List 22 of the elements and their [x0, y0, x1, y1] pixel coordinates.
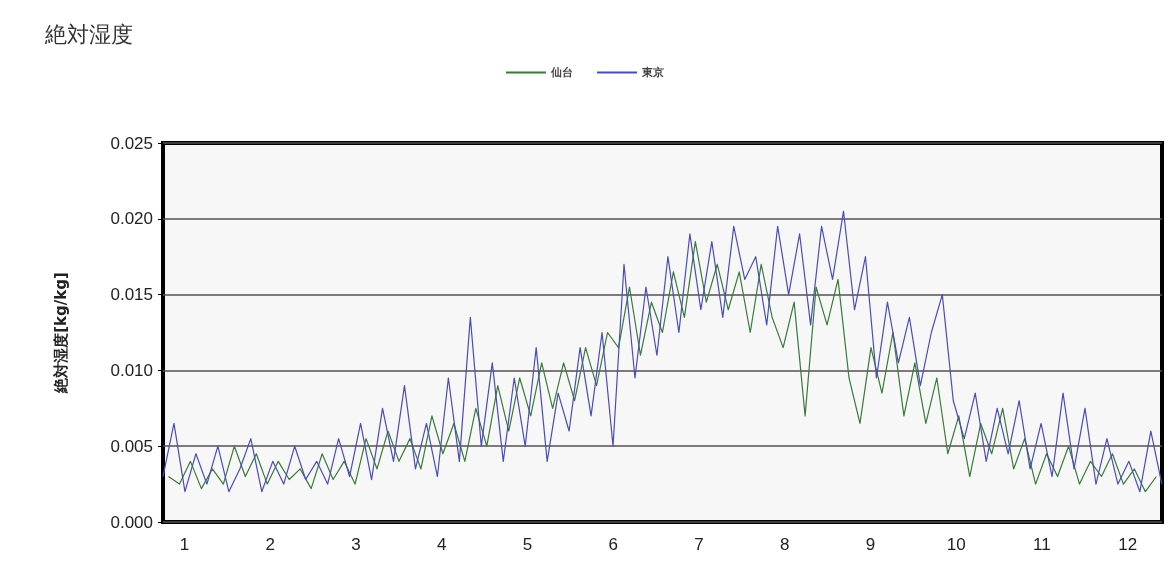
x-tick-label: 1 [179, 535, 190, 554]
x-tick-label: 6 [608, 535, 618, 554]
x-tick-label: 10 [946, 535, 966, 554]
x-tick-label: 2 [265, 535, 275, 554]
y-tick-label: 0.025 [110, 133, 153, 153]
x-tick-label: 11 [1033, 535, 1051, 554]
x-tick-label: 7 [694, 535, 704, 554]
x-tick-label: 3 [351, 535, 361, 554]
y-axis-title: 絶対湿度[kg/kg] [51, 272, 70, 394]
legend-label: 東京 [641, 66, 664, 79]
x-tick-label: 12 [1118, 535, 1138, 554]
x-tick-label: 9 [865, 535, 876, 554]
y-tick-label: 0.000 [110, 512, 153, 532]
y-tick-label: 0.015 [110, 285, 153, 305]
y-tick-label: 0.005 [110, 436, 153, 456]
x-tick-label: 4 [436, 535, 447, 554]
legend-label: 仙台 [550, 66, 573, 79]
x-tick-label: 8 [779, 535, 790, 554]
y-tick-label: 0.020 [110, 209, 153, 229]
y-tick-label: 0.010 [110, 360, 153, 380]
x-tick-label: 5 [522, 535, 533, 554]
chart-title: 絶対湿度 [44, 21, 133, 47]
